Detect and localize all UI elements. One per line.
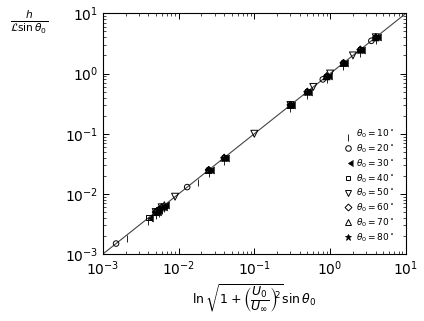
Point: [205, 168, 212, 173]
Point: [304, 89, 311, 94]
Point: [145, 215, 152, 221]
Point: [205, 168, 212, 173]
X-axis label: $\ln\sqrt{1+\left(\dfrac{U_0}{U_\infty}\right)^{\!\!2}}\sin\theta_0$: $\ln\sqrt{1+\left(\dfrac{U_0}{U_\infty}\…: [192, 283, 316, 316]
Point: [357, 47, 364, 52]
Legend: $\theta_0 = 10^\circ$, $\theta_0 = 20^\circ$, $\theta_0 = 30^\circ$, $\theta_0 =: $\theta_0 = 10^\circ$, $\theta_0 = 20^\c…: [340, 124, 399, 247]
Point: [340, 60, 347, 65]
Point: [161, 203, 168, 208]
Point: [156, 207, 162, 212]
Point: [340, 60, 347, 65]
Point: [156, 207, 162, 212]
Point: [158, 205, 165, 210]
Point: [287, 102, 294, 108]
Point: [327, 71, 334, 76]
Point: [156, 207, 162, 212]
Point: [158, 205, 165, 210]
Point: [349, 53, 356, 58]
Point: [319, 77, 326, 82]
Point: [372, 35, 379, 40]
Point: [158, 205, 165, 210]
Point: [195, 176, 201, 181]
Point: [310, 84, 317, 90]
Point: [287, 102, 294, 108]
Point: [323, 74, 330, 79]
Point: [221, 155, 228, 160]
Point: [323, 74, 330, 79]
Point: [152, 210, 159, 215]
Point: [221, 155, 228, 160]
Point: [205, 168, 212, 173]
Point: [287, 102, 294, 108]
Point: [340, 60, 347, 65]
Point: [145, 215, 152, 221]
Point: [152, 210, 159, 215]
Point: [287, 102, 294, 108]
Point: [158, 205, 165, 210]
Point: [156, 207, 162, 212]
Point: [124, 232, 131, 237]
Point: [287, 102, 294, 108]
Point: [184, 185, 190, 190]
Point: [113, 241, 120, 246]
Point: [357, 47, 364, 52]
Point: [340, 60, 347, 65]
Point: [221, 155, 228, 160]
Point: [357, 47, 364, 52]
Point: [372, 35, 379, 40]
Point: [340, 60, 347, 65]
Point: [158, 205, 165, 210]
Point: [323, 74, 330, 79]
Point: [287, 102, 294, 108]
Point: [161, 203, 168, 208]
Point: [205, 168, 212, 173]
Point: [152, 210, 159, 215]
Point: [304, 89, 311, 94]
Point: [340, 60, 347, 65]
Point: [205, 168, 212, 173]
Point: [372, 35, 379, 40]
Point: [323, 74, 330, 79]
Point: [372, 35, 379, 40]
Point: [287, 102, 294, 108]
Point: [161, 203, 168, 208]
Point: [357, 47, 364, 52]
Point: [251, 131, 258, 136]
Point: [368, 38, 375, 43]
Point: [172, 194, 179, 199]
Point: [205, 168, 212, 173]
Point: [156, 207, 162, 212]
Point: [221, 155, 228, 160]
Point: [152, 210, 159, 215]
Point: [357, 47, 364, 52]
Point: [145, 215, 152, 221]
Point: [304, 89, 311, 94]
Point: [340, 60, 347, 65]
Point: [152, 210, 159, 215]
Point: [372, 35, 379, 40]
Point: [221, 155, 228, 160]
Point: [287, 102, 294, 108]
Point: [323, 74, 330, 79]
Point: [158, 205, 165, 210]
Point: [372, 35, 379, 40]
Point: [357, 47, 364, 52]
Point: [152, 210, 159, 215]
Point: [304, 89, 311, 94]
Point: [304, 89, 311, 94]
Point: [323, 74, 330, 79]
Point: [372, 35, 379, 40]
Y-axis label: $\frac{h}{\mathcal{L}\sin\theta_0}$: $\frac{h}{\mathcal{L}\sin\theta_0}$: [10, 9, 48, 36]
Point: [304, 89, 311, 94]
Point: [152, 210, 159, 215]
Point: [205, 168, 212, 173]
Point: [221, 155, 228, 160]
